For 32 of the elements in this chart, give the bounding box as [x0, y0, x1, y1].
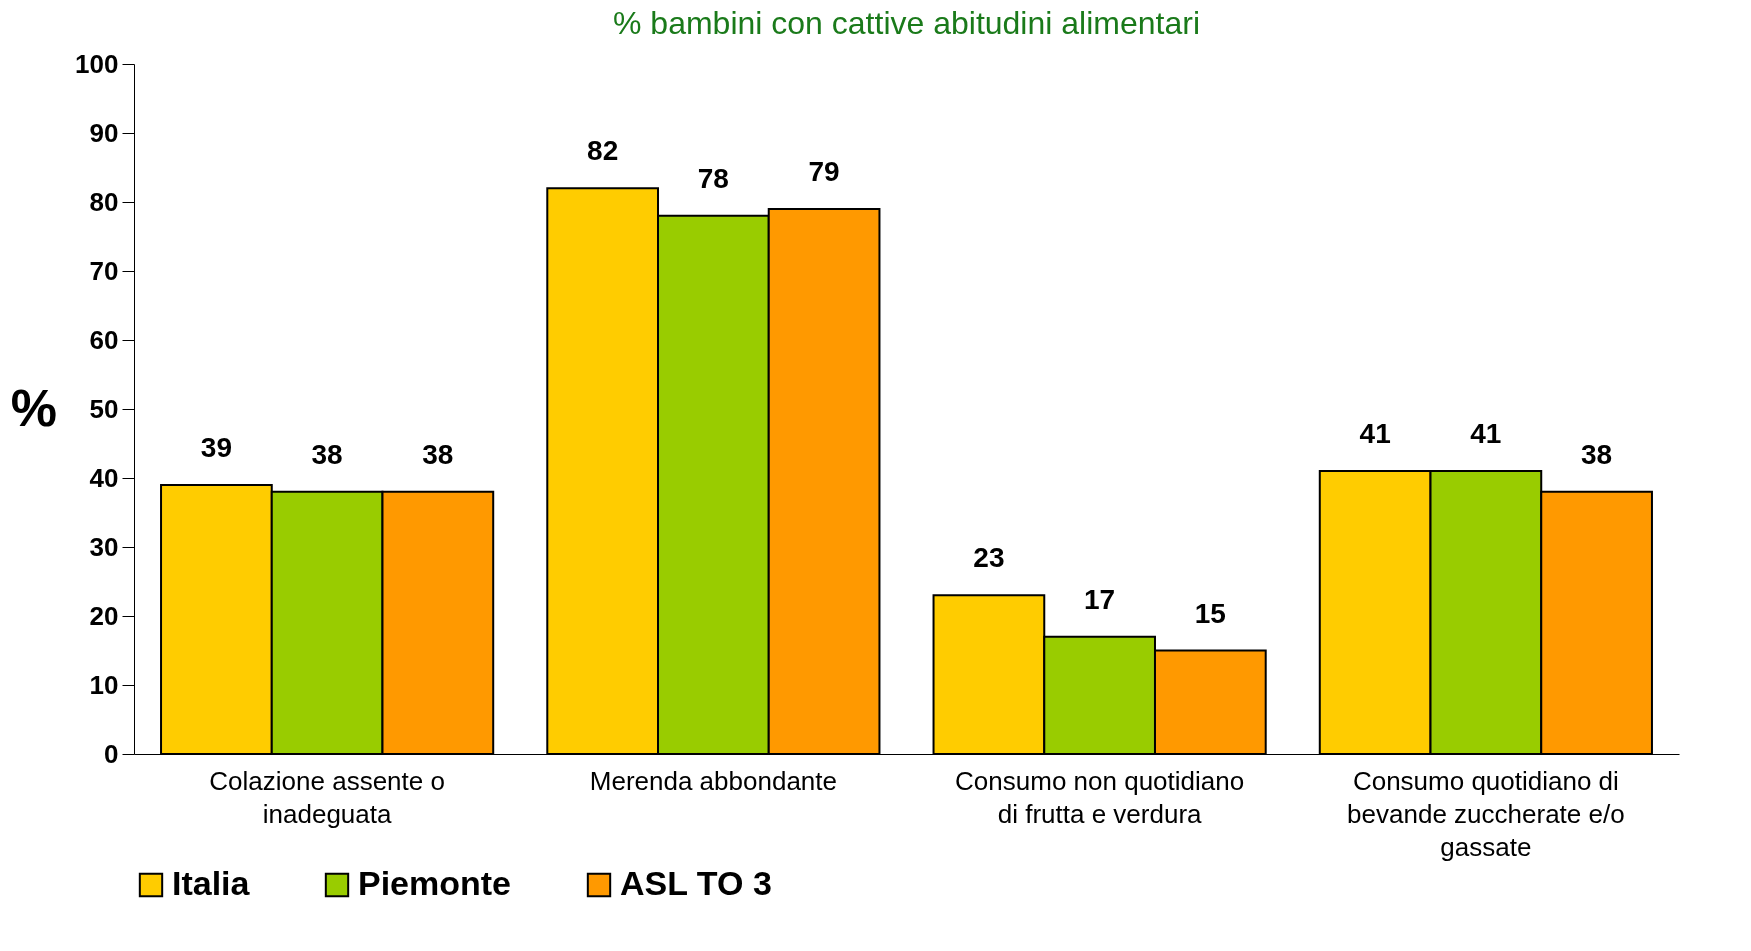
y-axis-title: %	[10, 378, 58, 437]
data-label: 41	[1359, 418, 1391, 450]
data-label: 17	[1084, 583, 1116, 615]
y-tick-label: 30	[89, 531, 119, 562]
y-tick-label: 20	[89, 600, 119, 631]
data-label: 15	[1194, 597, 1226, 629]
y-tick-label: 50	[89, 393, 119, 424]
y-tick-label: 60	[89, 324, 119, 355]
y-tick-label: 80	[89, 186, 119, 217]
data-label: 79	[808, 155, 840, 187]
y-tick-label: 10	[89, 669, 119, 700]
legend-label: Piemonte	[358, 864, 512, 902]
data-label: 82	[587, 135, 619, 167]
data-label: 41	[1470, 418, 1502, 450]
data-label: 78	[697, 162, 729, 194]
data-label: 39	[200, 431, 232, 463]
y-tick-label: 70	[89, 255, 119, 286]
legend-label: Italia	[172, 864, 251, 902]
y-tick-label: 100	[75, 48, 119, 79]
data-label: 38	[311, 438, 343, 470]
x-tick-label: Merenda abbondante	[589, 765, 837, 796]
legend-label: ASL TO 3	[620, 864, 772, 902]
x-tick-label: Consumo quotidiano di bevande zuccherate e/o gassate	[1347, 765, 1625, 862]
y-tick-label: 90	[89, 117, 119, 148]
data-label: 38	[422, 438, 454, 470]
x-tick-label: Consumo non quotidiano di frutta e verdura	[955, 765, 1245, 829]
y-tick-label: 40	[89, 462, 119, 493]
x-tick-label: Colazione assente o inadeguata	[209, 765, 445, 829]
y-tick-label: 0	[104, 738, 119, 769]
chart-title: % bambini con cattive abitudini alimentari	[613, 5, 1200, 41]
data-label: 23	[973, 542, 1005, 574]
data-label: 38	[1581, 438, 1613, 470]
